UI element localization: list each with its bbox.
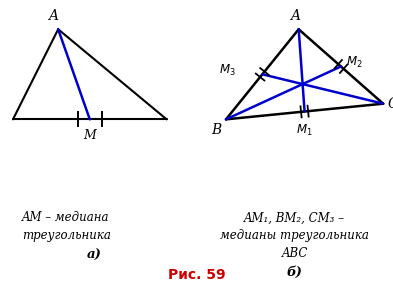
Text: ABC: ABC — [281, 247, 308, 260]
Text: A: A — [48, 10, 58, 23]
Text: а): а) — [87, 249, 102, 262]
Text: C: C — [387, 97, 393, 111]
Text: A: A — [290, 10, 300, 23]
Text: $M_1$: $M_1$ — [296, 123, 313, 138]
Text: б): б) — [287, 266, 303, 279]
Text: Рис. 59: Рис. 59 — [168, 268, 225, 282]
Text: $M_2$: $M_2$ — [346, 55, 362, 70]
Text: AM – медиана: AM – медиана — [22, 211, 110, 224]
Text: $M_3$: $M_3$ — [219, 63, 236, 78]
Text: B: B — [211, 123, 221, 137]
Text: медианы треугольника: медианы треугольника — [220, 229, 369, 242]
Text: треугольника: треугольника — [22, 229, 111, 242]
Text: AM₁, BM₂, CM₃ –: AM₁, BM₂, CM₃ – — [244, 211, 345, 224]
Text: M: M — [83, 129, 96, 142]
